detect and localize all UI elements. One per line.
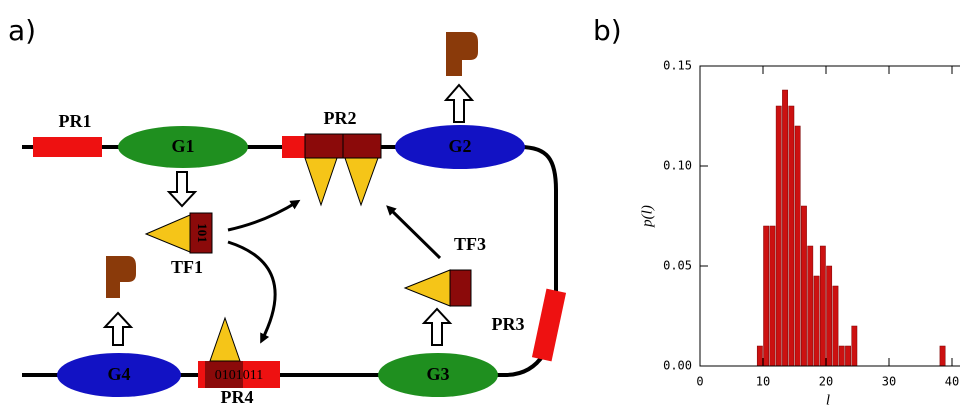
transcription-factor — [146, 215, 190, 252]
bar — [827, 266, 832, 366]
promoter-label: PR1 — [59, 111, 92, 131]
gene-label: G3 — [426, 364, 449, 384]
operator-site — [343, 134, 381, 158]
expression-arrow — [424, 309, 450, 345]
bar — [757, 346, 762, 366]
factor-label: TF1 — [171, 257, 203, 277]
x-tick-label: 40 — [945, 375, 959, 389]
dna-strand — [22, 147, 556, 375]
regulation-arrow — [389, 208, 440, 258]
bar — [770, 226, 775, 366]
y-tick-label: 0.00 — [663, 359, 692, 373]
bar — [852, 326, 857, 366]
bar — [795, 126, 800, 366]
code-label: 0101011 — [215, 368, 263, 383]
panel-label: b) — [593, 14, 622, 47]
code-label: 101 — [195, 223, 210, 243]
protein-icon — [446, 32, 478, 76]
bar — [808, 246, 813, 366]
x-axis-label: l — [826, 392, 830, 408]
bar — [789, 106, 794, 366]
x-tick-label: 30 — [882, 375, 896, 389]
y-tick-label: 0.10 — [663, 159, 692, 173]
bar — [833, 286, 838, 366]
regulation-arrow — [228, 202, 297, 230]
x-tick-label: 0 — [696, 375, 703, 389]
promoter-label: PR2 — [324, 108, 357, 128]
promoter-label: PR3 — [492, 314, 525, 334]
panel-b: b) p(l) l 0.00 0.05 0.10 0.15 0 10 20 30 40 — [593, 14, 960, 408]
x-tick-label: 20 — [819, 375, 833, 389]
panel-a: a) PR1 G1 PR2 G2 101 TF1 TF3 — [8, 14, 566, 407]
y-tick-label: 0.15 — [663, 59, 692, 73]
promoter-label: PR4 — [221, 387, 254, 407]
expression-arrow — [446, 85, 472, 122]
bar — [764, 226, 769, 366]
bar — [782, 90, 787, 366]
protein-icon — [106, 256, 136, 298]
bound-factor — [210, 318, 240, 361]
y-tick-label: 0.05 — [663, 259, 692, 273]
figure: a) PR1 G1 PR2 G2 101 TF1 TF3 — [0, 0, 960, 409]
bound-factor — [305, 158, 337, 205]
expression-arrow — [105, 313, 131, 345]
panel-label: a) — [8, 14, 36, 47]
transcription-factor — [405, 270, 450, 306]
promoter — [33, 137, 102, 157]
factor-label: TF3 — [454, 234, 486, 254]
bar — [940, 346, 945, 366]
promoter — [532, 289, 566, 362]
bar — [839, 346, 844, 366]
expression-arrow — [169, 172, 195, 206]
operator-site — [305, 134, 343, 158]
bound-factor — [345, 158, 378, 205]
regulation-arrow — [228, 242, 275, 340]
gene-label: G2 — [448, 136, 471, 156]
x-tick-label: 10 — [756, 375, 770, 389]
gene-label: G1 — [171, 136, 194, 156]
bar — [814, 276, 819, 366]
gene-label: G4 — [107, 364, 130, 384]
y-axis-label: p(l) — [639, 205, 655, 228]
bar — [776, 106, 781, 366]
factor-code — [450, 270, 471, 306]
promoter — [282, 136, 306, 158]
bar — [801, 206, 806, 366]
bar — [820, 246, 825, 366]
bar — [845, 346, 850, 366]
